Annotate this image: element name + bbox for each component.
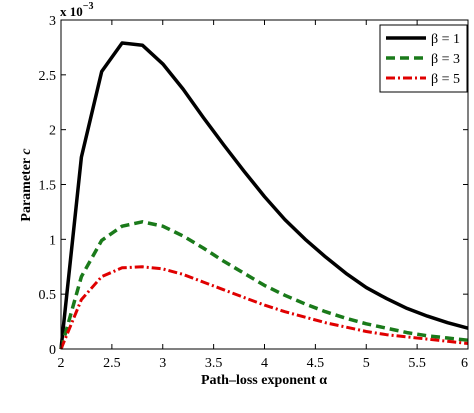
- ticks-layer: 2 2.5 3 3.5 4 4.5 5 5.5 6 0 0.5 1 1.5 2 2.5 3: [39, 14, 469, 371]
- y-multiplier-label: x 10−3: [60, 1, 93, 19]
- x-tick-label: 4.5: [307, 356, 325, 371]
- y-tick-label: 3: [49, 14, 56, 29]
- y-tick-label: 2: [49, 124, 56, 139]
- series-layer: [59, 41, 469, 350]
- legend-label-beta-1: β = 1: [431, 32, 460, 47]
- series-line-3: [59, 265, 469, 350]
- legend: β = 1 β = 3 β = 5: [379, 24, 468, 93]
- y-multiplier-base: x 10: [60, 4, 83, 19]
- y-multiplier-exponent: −3: [83, 1, 94, 12]
- series-line-1: [59, 41, 469, 350]
- y-tick-label: 0: [49, 343, 56, 358]
- x-tick-label: 5.5: [408, 356, 426, 371]
- x-axis-label: Path–loss exponent α: [201, 373, 327, 388]
- x-tick-label: 5: [363, 356, 370, 371]
- x-tick-label: 3: [159, 356, 166, 371]
- x-tick-label: 2: [58, 356, 65, 371]
- plot-frame: [60, 19, 469, 350]
- y-tick-label: 2.5: [39, 69, 57, 84]
- y-tick-label: 1.5: [39, 179, 57, 194]
- legend-label-beta-3: β = 3: [431, 52, 460, 67]
- x-tick-label: 6: [461, 356, 468, 371]
- y-tick-label: 0.5: [39, 288, 57, 303]
- y-axis-label-text: Parameter: [19, 155, 34, 222]
- x-tick-label: 3.5: [205, 356, 223, 371]
- x-tick-label: 4: [261, 356, 268, 371]
- series-line-2: [59, 220, 469, 350]
- y-tick-label: 1: [49, 233, 56, 248]
- x-tick-label: 2.5: [103, 356, 121, 371]
- y-axis-label: Parameter c: [19, 148, 34, 222]
- y-axis-label-variable: c: [19, 148, 34, 155]
- legend-label-beta-5: β = 5: [431, 72, 460, 87]
